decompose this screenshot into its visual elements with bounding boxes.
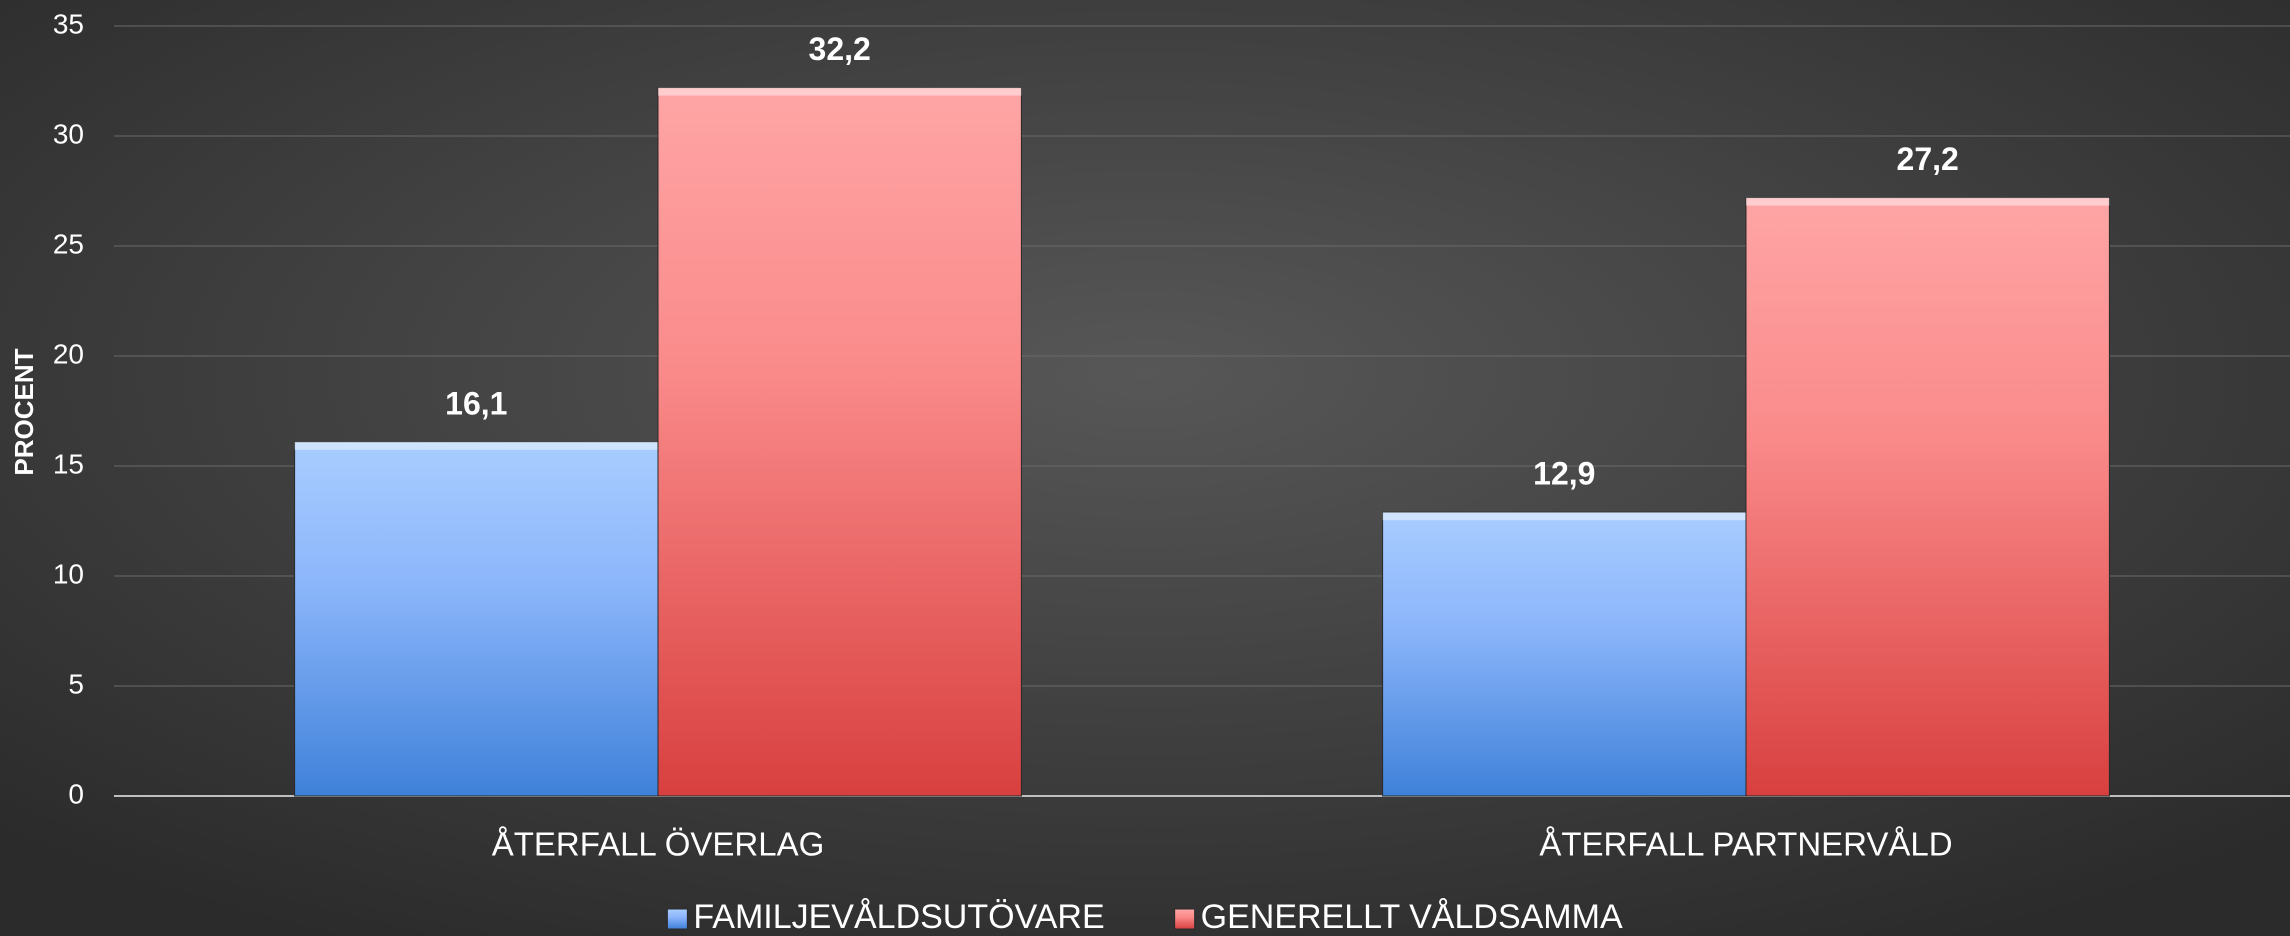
bar-highlight: [658, 87, 1022, 96]
legend-marker: [666, 908, 688, 930]
y-tick-label: 0: [68, 778, 84, 809]
y-axis-title: PROCENT: [9, 348, 39, 475]
y-tick-label: 15: [53, 448, 84, 479]
y-tick-label: 20: [53, 338, 84, 369]
x-tick-label: ÅTERFALL PARTNERVÅLD: [1539, 826, 1952, 863]
y-tick-label: 10: [53, 558, 84, 589]
bar: [1745, 197, 2110, 797]
bar: [294, 441, 659, 797]
data-label: 16,1: [445, 385, 507, 421]
legend-label: FAMILJEVÅLDSUTÖVARE: [693, 898, 1104, 936]
y-tick-label: 25: [53, 228, 84, 259]
data-label: 27,2: [1897, 141, 1959, 177]
y-tick-label: 30: [53, 118, 84, 149]
x-tick-label: ÅTERFALL ÖVERLAG: [492, 826, 825, 863]
bar-highlight: [294, 441, 658, 450]
y-tick-label: 5: [68, 668, 84, 699]
bar: [1382, 511, 1747, 797]
y-tick-label: 35: [53, 8, 84, 39]
bar-highlight: [1746, 197, 2110, 206]
bar-highlight: [1382, 512, 1746, 521]
legend-label: GENERELLT VÅLDSAMMA: [1201, 898, 1623, 936]
data-label: 12,9: [1533, 456, 1595, 492]
legend-marker: [1174, 908, 1196, 930]
data-label: 32,2: [809, 31, 871, 67]
bar: [657, 87, 1022, 797]
